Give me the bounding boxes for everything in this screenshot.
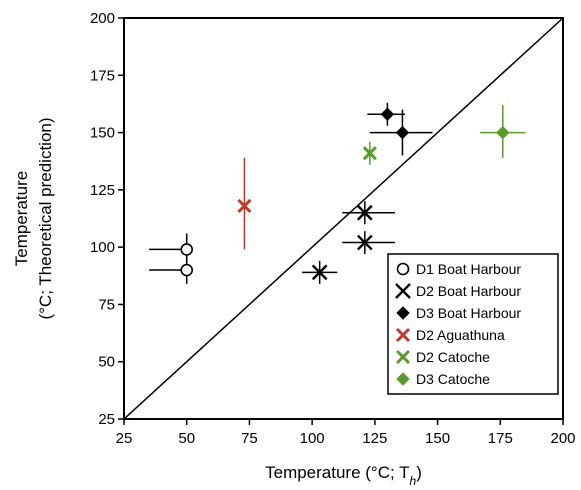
y-tick-label: 125 <box>90 182 115 199</box>
x-tick-label: 75 <box>241 430 258 447</box>
y-tick-label: 100 <box>90 239 115 256</box>
y-tick-label: 175 <box>90 67 115 84</box>
data-point <box>362 146 377 161</box>
y-tick-label: 50 <box>98 354 115 371</box>
data-point <box>496 125 510 140</box>
legend-marker <box>395 283 411 299</box>
y-axis-title-line2: (°C; Theoretical prediction) <box>36 117 55 319</box>
x-tick-label: 175 <box>488 430 513 447</box>
x-axis-ticks: 25 50 75 100 125 150 175 200 <box>116 419 576 447</box>
data-point <box>380 107 395 121</box>
legend-marker-stroke <box>395 327 411 343</box>
data-point-stroke <box>362 146 377 161</box>
legend-label: D2 Aguathuna <box>416 327 505 343</box>
y-axis-title: Temperature (°C; Theoretical prediction) <box>12 117 55 319</box>
legend-label: D2 Boat Harbour <box>416 283 521 299</box>
one-to-one-line <box>123 17 564 420</box>
data-point <box>311 264 328 281</box>
legend-marker <box>396 306 410 320</box>
x-tick-label: 50 <box>178 430 195 447</box>
x-axis-title: Temperature (°C; Th) <box>265 463 422 488</box>
data-point <box>237 198 252 213</box>
data-point <box>356 204 373 221</box>
data-point <box>180 243 194 256</box>
data-point-stroke <box>237 198 252 213</box>
x-tick-label: 25 <box>116 430 133 447</box>
plot-area <box>123 17 564 420</box>
x-tick-label: 200 <box>550 430 575 447</box>
legend-marker <box>396 262 410 276</box>
x-tick-label: 150 <box>425 430 450 447</box>
legend-marker <box>395 349 411 365</box>
legend-label: D1 Boat Harbour <box>416 261 521 277</box>
data-point-stroke <box>311 264 328 281</box>
x-tick-label: 100 <box>300 430 325 447</box>
legend-marker <box>396 372 410 386</box>
y-tick-label: 75 <box>98 296 115 313</box>
legend-label: D3 Boat Harbour <box>416 305 521 321</box>
legend-marker-stroke <box>395 283 411 299</box>
data-point <box>356 234 373 251</box>
legend-marker-stroke <box>395 349 411 365</box>
legend-label: D2 Catoche <box>416 349 490 365</box>
x-tick-label: 125 <box>362 430 387 447</box>
legend-box <box>387 253 559 395</box>
y-axis-ticks: 25 50 75 100 125 150 175 200 <box>90 10 124 428</box>
data-point <box>395 125 410 140</box>
y-tick-label: 150 <box>90 125 115 142</box>
data-point <box>180 263 194 277</box>
legend-marker <box>395 327 411 343</box>
plot-border <box>123 17 564 420</box>
y-tick-label: 25 <box>98 411 115 428</box>
legend: D1 Boat Harbour D2 Boat Harbour D3 Boat Ha… <box>387 253 559 395</box>
legend-label: D3 Catoche <box>416 371 490 387</box>
data-markers <box>180 107 510 281</box>
data-point-stroke <box>356 204 373 221</box>
data-point-stroke <box>356 234 373 251</box>
y-axis-title-line1: Temperature <box>12 171 31 266</box>
y-tick-label: 200 <box>90 10 115 27</box>
